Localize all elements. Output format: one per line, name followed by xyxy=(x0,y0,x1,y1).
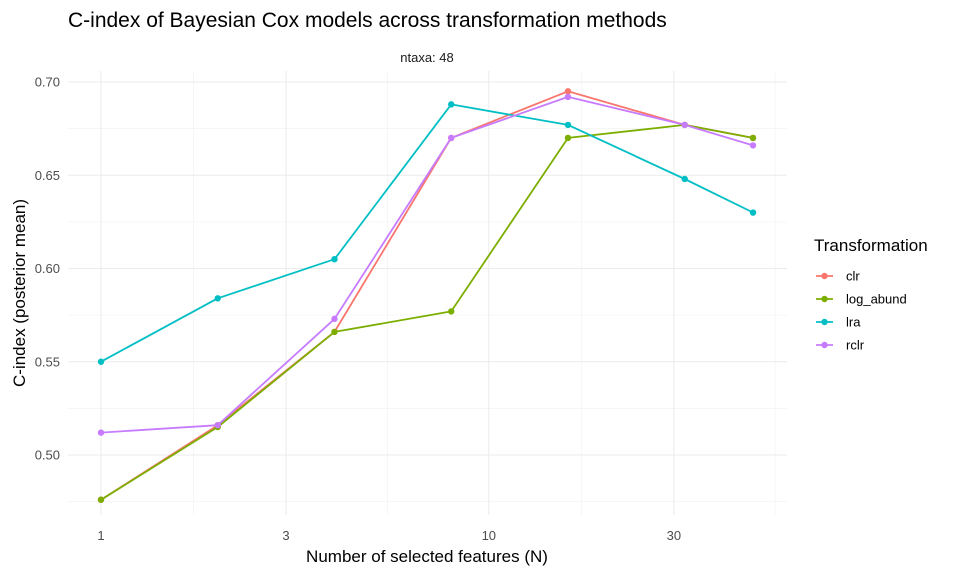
data-point-rclr xyxy=(97,429,105,436)
x-axis-title: Number of selected features (N) xyxy=(306,547,548,566)
legend-key-point xyxy=(821,272,828,280)
legend-title: Transformation xyxy=(814,236,928,255)
data-point-rclr xyxy=(448,134,455,142)
legend-label: lra xyxy=(846,315,861,330)
series-lines xyxy=(100,90,754,501)
x-axis-ticks: 1 3 10 30 xyxy=(97,528,681,543)
data-point-lra xyxy=(97,358,105,365)
series-line-rclr xyxy=(100,96,754,434)
legend-item-log_abund: log_abund xyxy=(816,292,907,307)
x-tick-label: 1 xyxy=(97,528,104,543)
legend-item-rclr: rclr xyxy=(816,338,865,353)
legend-key-point xyxy=(821,341,828,349)
data-point-lra xyxy=(681,175,688,183)
data-point-rclr xyxy=(749,142,757,149)
series-line-lra xyxy=(100,103,754,363)
legend-key-point xyxy=(821,318,828,326)
y-axis-ticks: 0.50 0.55 0.60 0.65 0.70 xyxy=(35,75,60,463)
data-point-lra xyxy=(214,295,221,302)
y-axis-title: C-index (posterior mean) xyxy=(10,199,29,387)
data-point-lra xyxy=(331,255,338,263)
legend-key-point xyxy=(821,295,828,303)
data-point-lra xyxy=(448,101,455,108)
legend-label: rclr xyxy=(846,338,865,353)
y-tick-label: 0.60 xyxy=(35,261,60,276)
legend-item-clr: clr xyxy=(816,269,860,284)
chart-title: C-index of Bayesian Cox models across tr… xyxy=(68,9,667,32)
data-point-log_abund xyxy=(97,496,105,503)
y-tick-label: 0.65 xyxy=(35,168,60,183)
data-point-log_abund xyxy=(448,308,455,315)
plot-grid xyxy=(68,71,787,515)
legend-item-lra: lra xyxy=(816,315,861,330)
data-point-rclr xyxy=(214,421,221,429)
data-point-rclr xyxy=(331,315,338,323)
y-tick-label: 0.50 xyxy=(35,448,60,463)
x-tick-label: 30 xyxy=(667,528,681,543)
facet-strip-label: ntaxa: 48 xyxy=(400,50,454,65)
data-point-log_abund xyxy=(331,328,338,336)
y-tick-label: 0.70 xyxy=(35,75,60,90)
data-point-lra xyxy=(749,209,757,216)
data-point-rclr xyxy=(564,93,572,101)
data-point-rclr xyxy=(681,121,688,129)
legend-label: log_abund xyxy=(846,292,907,307)
data-point-log_abund xyxy=(564,134,572,142)
data-point-log_abund xyxy=(749,134,757,142)
legend-label: clr xyxy=(846,269,860,284)
x-tick-label: 10 xyxy=(482,528,496,543)
data-point-lra xyxy=(564,121,572,129)
series-line-log_abund xyxy=(100,124,754,501)
y-tick-label: 0.55 xyxy=(35,354,60,369)
series-points xyxy=(97,88,757,503)
x-tick-label: 3 xyxy=(282,528,289,543)
data-point-clr xyxy=(564,88,572,95)
